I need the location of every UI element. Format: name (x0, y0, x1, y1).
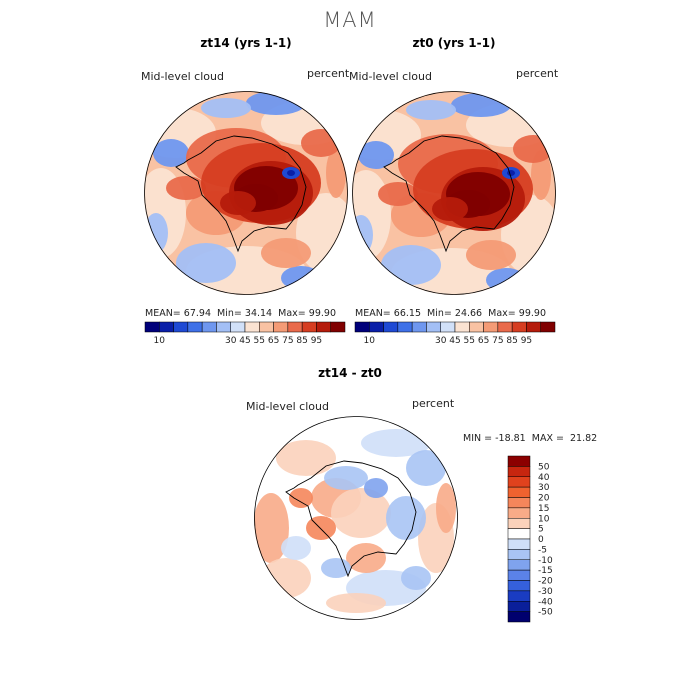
panel2-colorbar-swatch (540, 321, 556, 333)
panel2-colorbar-tick-label: 95 (521, 336, 532, 346)
panel1-colorbar-tick-label: 55 (254, 336, 265, 346)
panel3-colorbar-swatch (507, 518, 531, 529)
panel2-colorbar-swatch (369, 321, 384, 333)
panel1-stats: MEAN= 67.94 Min= 34.14 Max= 99.90 (145, 308, 336, 319)
panel3-title: zt14 - zt0 (318, 366, 382, 380)
panel1-colorbar-swatch (273, 321, 289, 333)
panel3-colorbar-tick-label: 40 (538, 473, 550, 483)
panel3-variable-label: Mid-level cloud (246, 400, 329, 413)
panel3-colorbar-swatch (507, 528, 531, 540)
panel2-colorbar-swatch (426, 321, 441, 333)
panel1-title: zt14 (yrs 1-1) (200, 36, 292, 50)
panel2-colorbar-swatch (383, 321, 399, 333)
panel3-map (254, 416, 458, 620)
panel2-colorbar-tick-label: 75 (492, 336, 503, 346)
panel2-variable-label: Mid-level cloud (349, 70, 432, 83)
panel2-colorbar-swatch (354, 321, 370, 333)
panel1-colorbar-tick-label: 75 (282, 336, 293, 346)
panel1-units-label: percent (307, 67, 350, 80)
panel1-colorbar-swatch (330, 321, 346, 333)
panel1-colorbar-tick-label: 45 (239, 336, 250, 346)
panel3-colorbar-tick-label: 10 (538, 514, 550, 524)
panel2-colorbar-tick-label: 65 (478, 336, 489, 346)
panel3-min-max: MIN = -18.81 MAX = 21.82 (463, 433, 598, 444)
panel1-colorbar-tick-label: 65 (268, 336, 279, 346)
figure-title: MAM (323, 8, 377, 32)
panel1-colorbar-swatch (173, 321, 189, 333)
panel3-colorbar-swatch (507, 466, 531, 477)
panel1-colorbar-swatch (230, 321, 246, 333)
panel2-colorbar-swatch (397, 321, 413, 333)
panel2-title: zt0 (yrs 1-1) (412, 36, 496, 50)
panel2-colorbar-swatch (511, 321, 527, 333)
panel2-colorbar-tick-label: 45 (449, 336, 460, 346)
panel3-colorbar-swatch (507, 549, 531, 560)
panel2-colorbar-swatch (483, 321, 499, 333)
panel3-colorbar-swatch (507, 559, 531, 571)
panel3-colorbar-swatch (507, 601, 531, 612)
panel3-colorbar-tick-label: 20 (538, 494, 550, 504)
panel3-colorbar-tick-label: 15 (538, 504, 549, 514)
panel1-colorbar-tick-label: 95 (311, 336, 322, 346)
panel1-colorbar-swatch (316, 321, 331, 333)
panel3-colorbar-swatch (507, 590, 531, 602)
panel2-colorbar: 10 30 45 55 65 75 85 95 (354, 321, 556, 346)
panel1-colorbar-swatch (159, 321, 174, 333)
panel2-colorbar-swatch (411, 321, 427, 333)
panel3-colorbar-tick-label: -50 (538, 608, 553, 618)
panel3-colorbar-tick-label: 50 (538, 462, 550, 472)
panel2-colorbar-swatch (440, 321, 456, 333)
panel3-colorbar-tick-label: 5 (538, 525, 544, 535)
panel3-colorbar-swatch (507, 476, 531, 488)
panel3-colorbar-swatch (507, 611, 531, 623)
panel1-colorbar-swatch (144, 321, 160, 333)
panel3-colorbar-swatch (507, 569, 531, 581)
panel1-colorbar-tick-label: 10 (154, 336, 166, 346)
panel1-colorbar-tick-label: 85 (296, 336, 307, 346)
panel3-colorbar-tick-label: -10 (538, 556, 553, 566)
panel1-colorbar-swatch (259, 321, 274, 333)
panel3-colorbar-swatch (507, 455, 531, 467)
panel3-colorbar-swatch (507, 580, 531, 592)
panel2-colorbar-tick-label: 55 (464, 336, 475, 346)
panel1-variable-label: Mid-level cloud (141, 70, 224, 83)
panel2-colorbar-swatch (454, 321, 470, 333)
panel2-stats: MEAN= 66.15 Min= 24.66 Max= 99.90 (355, 308, 546, 319)
panel2-colorbar-tick-label: 30 (435, 336, 447, 346)
panel3-colorbar-swatch (507, 538, 531, 550)
panel3-colorbar-tick-label: -5 (538, 545, 547, 555)
panel2-colorbar-swatch (526, 321, 541, 333)
panel1-colorbar-swatch (244, 321, 260, 333)
panel1-colorbar-tick-label: 30 (225, 336, 237, 346)
panel3-colorbar-tick-label: -30 (538, 587, 553, 597)
panel1-colorbar-swatch (301, 321, 317, 333)
panel3-colorbar-swatch (507, 497, 531, 509)
panel2-colorbar-swatch (469, 321, 484, 333)
panel3-colorbar-swatch (507, 486, 531, 498)
panel1-map (144, 91, 348, 295)
panel1-colorbar-swatch (201, 321, 217, 333)
panel1-colorbar-swatch (187, 321, 203, 333)
panel3-colorbar-tick-label: -40 (538, 597, 553, 607)
panel3-colorbar-tick-label: 0 (538, 535, 544, 545)
panel3-colorbar-tick-label: -20 (538, 577, 553, 587)
panel3-colorbar-tick-label: -15 (538, 566, 553, 576)
panel1-colorbar: 10 30 45 55 65 75 85 95 (144, 321, 346, 346)
panel1-colorbar-swatch (216, 321, 231, 333)
panel2-colorbar-tick-label: 10 (364, 336, 376, 346)
panel2-map (352, 91, 556, 295)
panel2-colorbar-swatch (497, 321, 513, 333)
panel3-units-label: percent (412, 397, 455, 410)
panel1-colorbar-swatch (287, 321, 303, 333)
panel3-colorbar-tick-label: 30 (538, 483, 550, 493)
panel2-colorbar-tick-label: 85 (506, 336, 517, 346)
panel2-units-label: percent (516, 67, 559, 80)
panel3-colorbar-swatch (507, 507, 531, 519)
